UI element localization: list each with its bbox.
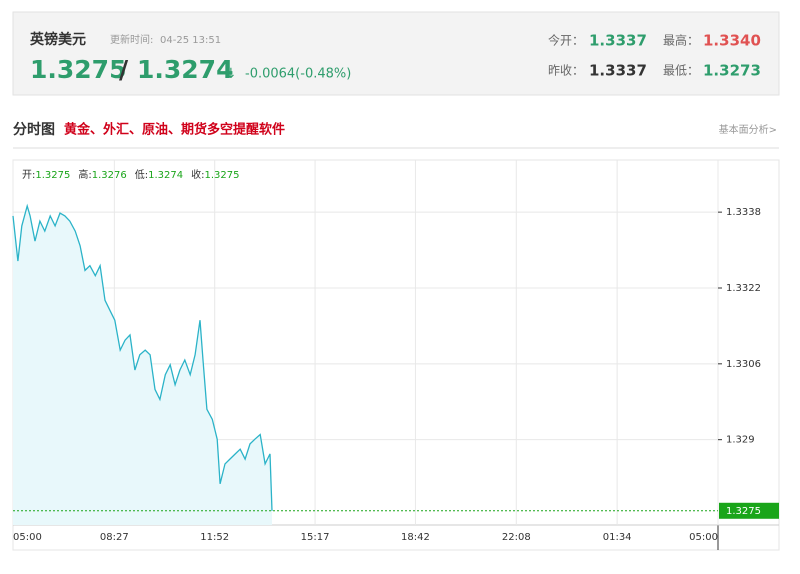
- x-tick-label: 15:17: [301, 532, 330, 543]
- analysis-link[interactable]: 基本面分析>: [719, 123, 777, 136]
- update-time: 04-25 13:51: [160, 35, 221, 46]
- separator: /: [119, 55, 129, 84]
- x-tick-label: 11:52: [200, 532, 229, 543]
- x-tick-label: 05:00: [689, 532, 718, 543]
- promo-link[interactable]: 黄金、外汇、原油、期货多空提醒软件: [64, 122, 285, 138]
- high-label: 最高：: [663, 33, 699, 48]
- x-tick-label: 01:34: [603, 532, 632, 543]
- info-label: 开:: [22, 170, 35, 181]
- y-tick-label: 1.3306: [726, 359, 761, 370]
- last-price-label: 1.3275: [726, 506, 761, 517]
- info-label: 收:: [191, 168, 204, 181]
- open: 1.3337: [589, 32, 647, 50]
- x-tick-label: 18:42: [401, 532, 430, 543]
- prev: 1.3337: [589, 62, 647, 80]
- high: 1.3340: [703, 32, 761, 50]
- last-price-box: [719, 502, 779, 519]
- update-label: 更新时间:: [110, 33, 153, 46]
- open-label: 今开：: [548, 33, 584, 48]
- y-tick-label: 1.3338: [726, 207, 761, 218]
- info-label: 高:: [78, 168, 91, 181]
- info-value: 1.3275: [35, 170, 70, 181]
- arrow: ↓: [225, 66, 237, 82]
- area: [13, 206, 272, 525]
- y-tick-label: 1.3322: [726, 283, 761, 294]
- low-label: 最低：: [663, 64, 699, 78]
- info-value: 1.3275: [205, 170, 240, 181]
- bid: 1.3275: [30, 55, 126, 84]
- info-value: 1.3274: [148, 170, 183, 181]
- info-value: 1.3276: [92, 170, 127, 181]
- price-line: [12, 203, 273, 511]
- ask: 1.3274: [137, 55, 233, 84]
- pair-name: 英镑美元: [29, 31, 86, 48]
- prev-label: 昨收：: [548, 64, 584, 78]
- section-title: 分时图: [13, 121, 55, 138]
- change: -0.0064(-0.48%): [245, 67, 351, 82]
- y-tick-label: 1.329: [726, 435, 755, 446]
- x-tick-label: 05:00: [13, 532, 42, 543]
- header-box: [12, 11, 780, 96]
- low: 1.3273: [703, 62, 761, 80]
- info-label: 低:: [135, 168, 148, 181]
- x-tick-label: 08:27: [100, 532, 129, 543]
- x-tick-label: 22:08: [502, 532, 531, 543]
